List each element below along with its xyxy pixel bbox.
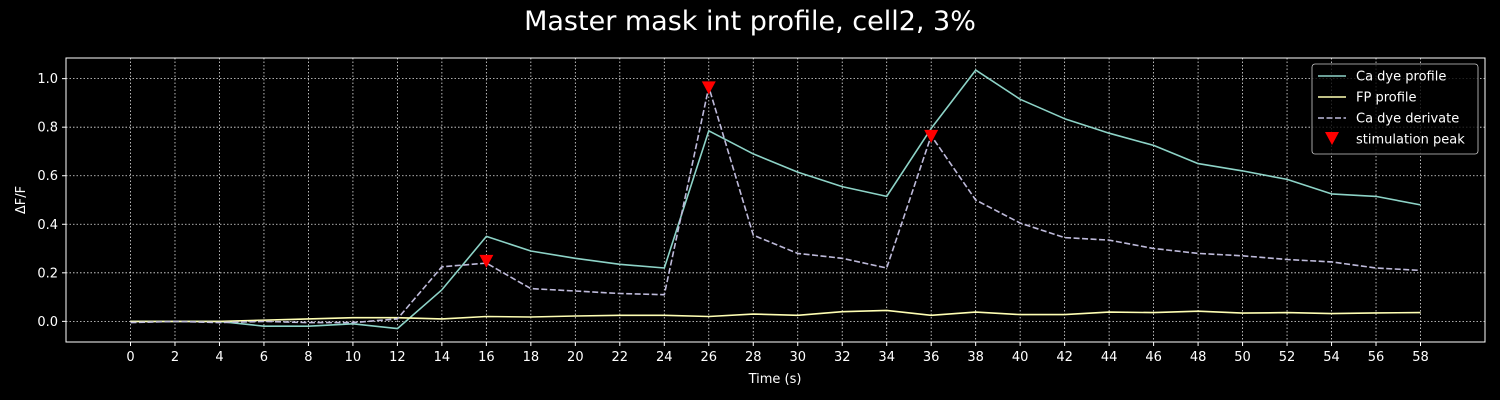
series-line-1	[130, 69, 1421, 330]
y-tick-label: 1.0	[37, 72, 58, 87]
x-tick-label: 44	[1101, 350, 1118, 365]
chart-title: Master mask int profile, cell2, 3%	[524, 6, 976, 37]
x-tick-label: 6	[260, 350, 268, 365]
x-tick-label: 16	[478, 350, 495, 365]
x-tick-label: 38	[967, 350, 984, 365]
x-tick-label: 36	[923, 350, 940, 365]
stimulation-peak-marker	[479, 254, 494, 268]
x-tick-label: 56	[1368, 350, 1385, 365]
y-tick-label: 0.4	[37, 218, 58, 233]
x-tick-label: 46	[1145, 350, 1162, 365]
y-tick-label: 0.2	[37, 266, 58, 281]
y-tick-label: 0.6	[37, 169, 58, 184]
y-tick-label: 0.8	[37, 121, 58, 136]
plot-area	[130, 69, 1421, 330]
x-tick-label: 40	[1012, 350, 1029, 365]
legend: Ca dye profile FP profile Ca dye derivate s…	[1311, 63, 1479, 155]
series-line-2	[130, 309, 1421, 323]
x-tick-label: 30	[789, 350, 806, 365]
y-axis-label: ΔF/F	[14, 186, 29, 214]
x-tick-label: 2	[171, 350, 179, 365]
x-tick-label: 18	[523, 350, 540, 365]
x-tick-label: 20	[567, 350, 584, 365]
x-tick-label: 50	[1234, 350, 1251, 365]
x-tick-label: 0	[126, 350, 134, 365]
legend-label: stimulation peak	[1356, 133, 1465, 148]
x-axis: 0 2 4 6 8 10 12 14 16 18 20 22 24 26 28 30 32 34 36 38 40 42 4…	[126, 342, 1429, 365]
legend-label: FP profile	[1356, 91, 1417, 106]
x-tick-label: 8	[304, 350, 312, 365]
series-line-3	[130, 86, 1421, 324]
stimulation-peak-marker	[924, 129, 939, 143]
stimulation-peak-marker	[701, 81, 716, 95]
legend-marker-swatch	[1325, 132, 1339, 145]
x-axis-label: Time (s)	[748, 372, 802, 387]
x-tick-label: 58	[1412, 350, 1429, 365]
x-tick-label: 4	[215, 350, 223, 365]
y-axis: 0.0 0.2 0.4 0.6 0.8 1.0	[37, 72, 66, 330]
y-tick-label: 0.0	[37, 315, 58, 330]
x-tick-label: 26	[701, 350, 718, 365]
x-tick-label: 34	[878, 350, 895, 365]
x-tick-label: 24	[656, 350, 673, 365]
x-tick-label: 12	[389, 350, 406, 365]
legend-label: Ca dye profile	[1356, 70, 1446, 85]
axes-frame	[65, 57, 1486, 343]
x-tick-label: 28	[745, 350, 762, 365]
x-tick-label: 52	[1279, 350, 1296, 365]
x-tick-label: 22	[612, 350, 629, 365]
x-tick-label: 54	[1323, 350, 1340, 365]
grid	[66, 58, 1485, 342]
x-tick-label: 42	[1056, 350, 1073, 365]
x-tick-label: 14	[434, 350, 451, 365]
x-tick-label: 10	[345, 350, 362, 365]
legend-box	[1311, 63, 1479, 155]
legend-label: Ca dye derivate	[1356, 112, 1459, 127]
x-tick-label: 48	[1190, 350, 1207, 365]
x-tick-label: 32	[834, 350, 851, 365]
